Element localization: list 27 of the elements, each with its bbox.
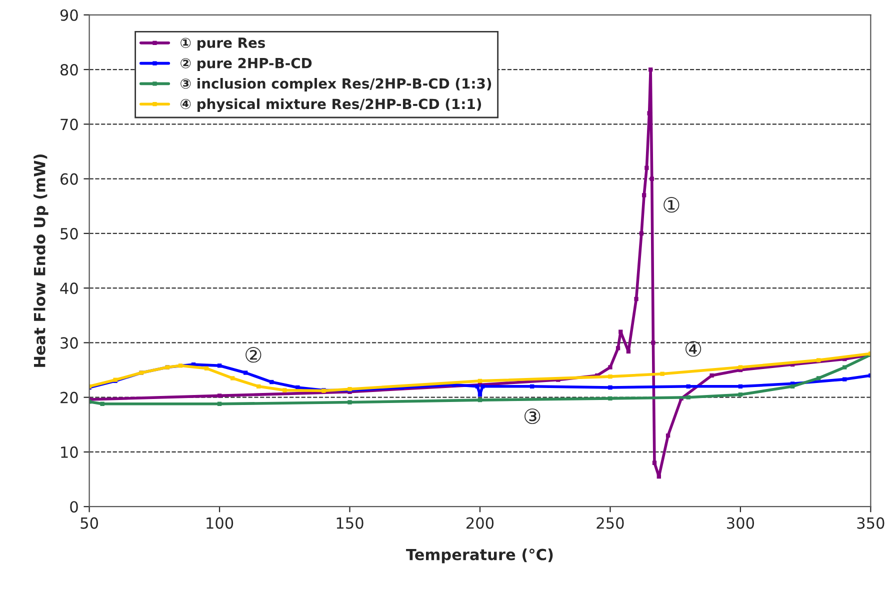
- y-tick-label: 60: [60, 173, 78, 185]
- y-tick-label: 70: [60, 118, 78, 130]
- legend-label: ① pure Res: [180, 38, 266, 51]
- x-tick-label: 350: [857, 517, 884, 529]
- y-tick-label: 40: [60, 282, 78, 294]
- y-tick-label: 80: [60, 64, 78, 76]
- annotation: ①: [664, 197, 680, 213]
- annotation: ④: [686, 341, 702, 357]
- x-axis-title: Temperature (°C): [406, 548, 553, 564]
- x-tick-label: 100: [206, 517, 234, 529]
- y-tick-label: 50: [60, 228, 78, 240]
- y-axis-title: Heat Flow Endo Up (mW): [34, 154, 48, 367]
- legend-label: ② pure 2HP-B-CD: [180, 58, 312, 72]
- y-tick-label: 90: [60, 9, 78, 21]
- y-tick-label: 10: [61, 446, 78, 458]
- x-tick-label: 250: [596, 517, 624, 529]
- x-tick-label: 150: [336, 517, 364, 529]
- legend-label: ④ physical mixture Res/2HP-B-CD (1:1): [180, 98, 482, 112]
- x-tick-label: 200: [466, 517, 494, 529]
- y-tick-label: 0: [70, 501, 78, 513]
- x-tick-label: 50: [80, 517, 98, 529]
- annotation: ②: [246, 347, 262, 363]
- annotation: ③: [524, 408, 540, 424]
- y-tick-label: 30: [60, 337, 78, 349]
- y-tick-label: 20: [60, 392, 78, 404]
- legend-label: ③ inclusion complex Res/2HP-B-CD (1:3): [180, 78, 492, 92]
- x-tick-label: 300: [727, 517, 754, 529]
